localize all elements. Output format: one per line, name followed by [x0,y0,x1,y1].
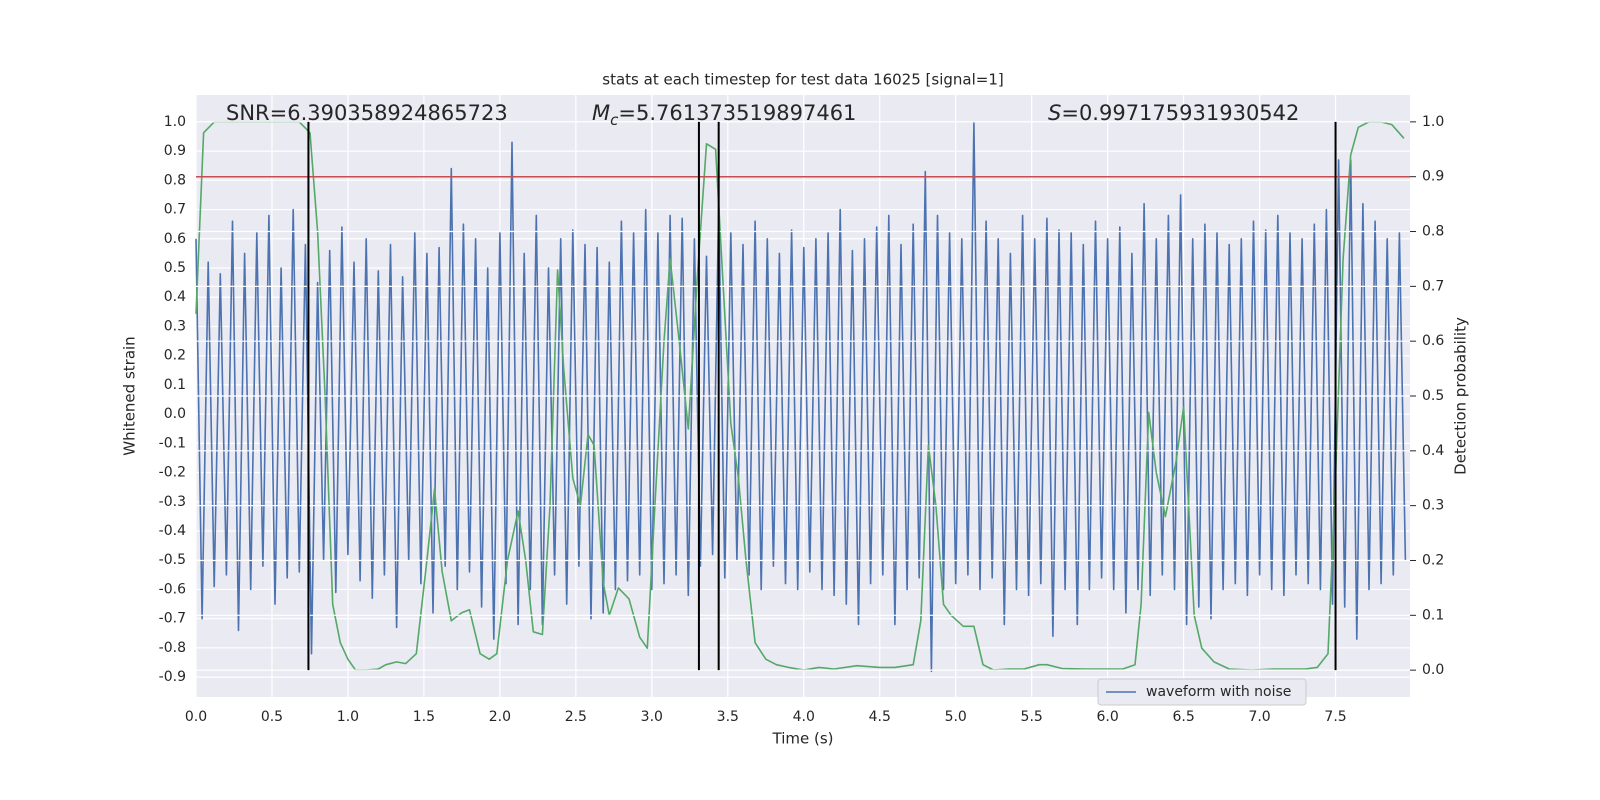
annotation: S=0.997175931930542 [1048,101,1299,125]
x-tick-label: 7.0 [1248,709,1270,725]
y2-tick-label: 0.0 [1422,662,1444,678]
y2-tick-label: 1.0 [1422,114,1444,130]
annotation: SNR=6.390358924865723 [226,101,508,125]
x-tick-label: 2.5 [565,709,587,725]
x-tick-label: 1.5 [413,709,435,725]
y2-tick-label: 0.4 [1422,443,1444,459]
y-tick-label: -0.6 [159,581,186,597]
y2-axis-label: Detection probability [1452,317,1470,475]
y-tick-label: 0.8 [164,172,186,188]
y-tick-label: 0.4 [164,289,186,305]
y-tick-label: 0.3 [164,318,186,334]
x-tick-label: 3.0 [641,709,663,725]
y2-tick-label: 0.6 [1422,333,1444,349]
y-tick-label: -0.7 [159,611,186,627]
annotation-subscript: c [610,111,619,129]
annotation-symbol: M [592,101,610,125]
y-tick-label: 0.1 [164,377,186,393]
y-tick-label: -0.1 [159,435,186,451]
y2-tick-label: 0.3 [1422,498,1444,514]
annotation: Mc=5.761373519897461 [592,101,856,129]
y-tick-label: -0.3 [159,494,186,510]
x-tick-label: 7.5 [1324,709,1346,725]
y2-tick-label: 0.7 [1422,278,1444,294]
y-tick-label: -0.5 [159,552,186,568]
y-tick-label: 0.9 [164,143,186,159]
series-line [195,121,1407,673]
annotation-symbol: S [1048,101,1061,125]
legend-label: waveform with noise [1146,684,1291,700]
x-tick-label: 5.0 [945,709,967,725]
x-tick-label: 0.0 [185,709,207,725]
plot-content [195,121,1407,673]
x-axis-label: Time (s) [772,730,834,748]
y2-tick-label: 0.1 [1422,607,1444,623]
y2-tick-label: 0.8 [1422,224,1444,240]
x-tick-label: 1.0 [337,709,359,725]
annotation-text: =5.761373519897461 [618,101,856,125]
x-tick-label: 6.0 [1097,709,1119,725]
x-tick-label: 6.5 [1172,709,1194,725]
y-tick-label: -0.4 [159,523,186,539]
annotation-text: =0.997175931930542 [1061,101,1299,125]
series-line [195,121,1405,671]
x-tick-label: 5.5 [1021,709,1043,725]
y2-tick-label: 0.5 [1422,388,1444,404]
x-tick-label: 4.0 [793,709,815,725]
x-tick-label: 4.5 [869,709,891,725]
y-tick-label: 0.5 [164,260,186,276]
legend-box [1097,678,1307,706]
y-tick-label: 0.7 [164,202,186,218]
y-tick-label: 0.6 [164,231,186,247]
annotation-text: SNR=6.390358924865723 [226,101,508,125]
x-tick-label: 3.5 [717,709,739,725]
y-tick-label: -0.2 [159,465,186,481]
y-tick-label: -0.8 [159,640,186,656]
chart-title: stats at each timestep for test data 160… [602,71,1003,89]
x-tick-label: 2.0 [489,709,511,725]
x-tick-label: 0.5 [261,709,283,725]
y-tick-label: 0.0 [164,406,186,422]
y-tick-label: -0.9 [159,669,186,685]
y-tick-label: 1.0 [164,114,186,130]
y2-tick-label: 0.2 [1422,552,1444,568]
y-axis-label: Whitened strain [121,336,139,455]
y-tick-label: 0.2 [164,348,186,364]
y2-tick-label: 0.9 [1422,169,1444,185]
